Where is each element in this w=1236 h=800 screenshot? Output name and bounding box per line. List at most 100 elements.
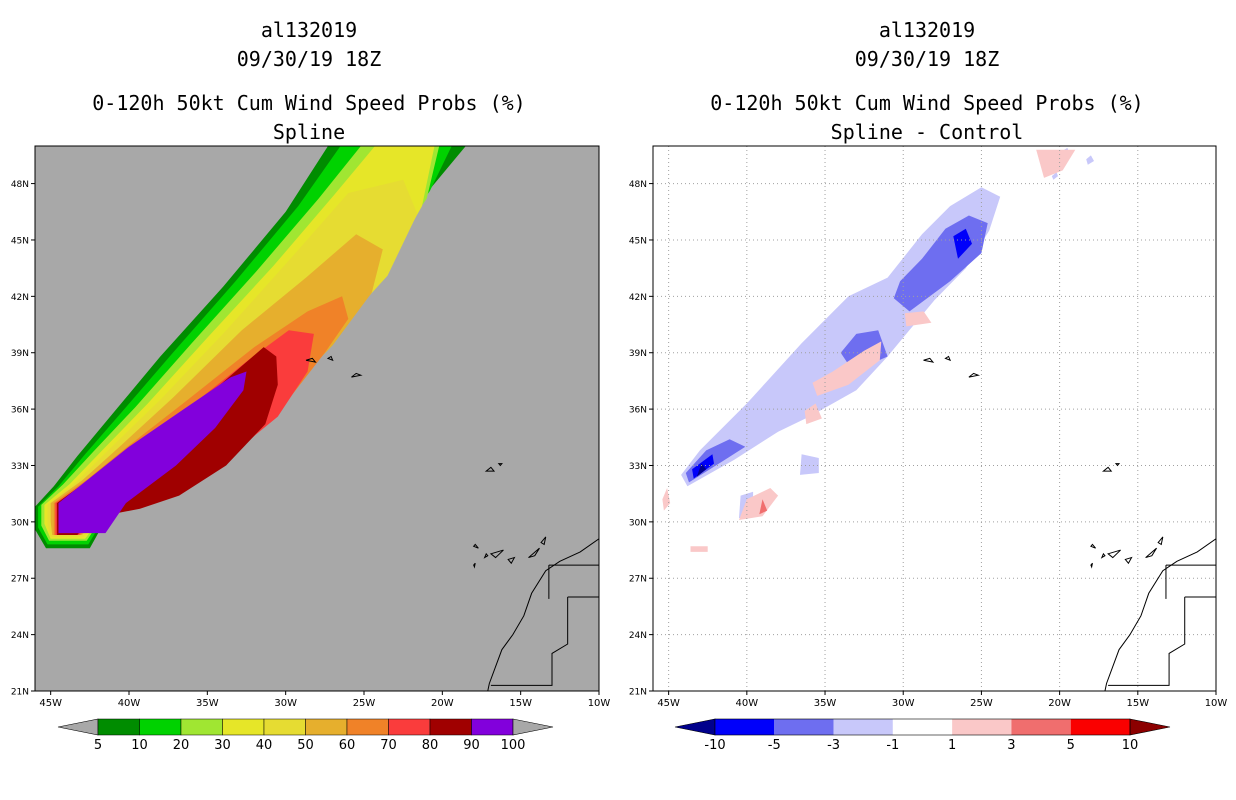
right-title: 0-120h 50kt Cum Wind Speed Probs (%) [710,91,1144,115]
left-xtick-label: 20W [431,698,454,709]
right-border-line [1108,597,1186,686]
right-contour-1-17 [690,546,708,552]
right-map-panel: 45W 40W 35W 30W 25W 20W 15W 10W 21N 24N 27N 30N 33N 3… [629,145,1227,753]
left-colorbar-label: 50 [297,738,314,753]
left-tick-marks [31,183,600,695]
left-map-panel: 45W 40W 35W 30W 25W 20W 15W 10W 21N 24N 27N 30N 33N 3… [11,145,611,753]
right-ytick-label: 42N [629,293,647,303]
right-colorbar-swatch [715,719,775,735]
left-colorbar-swatch [388,718,431,736]
left-ytick-label: 45N [11,236,29,246]
right-colorbar-outline [714,718,1131,736]
left-title: 0-120h 50kt Cum Wind Speed Probs (%) [92,91,526,115]
left-island [473,562,476,569]
left-island [528,547,540,559]
left-island [497,463,503,467]
left-colorbar-over-arrow [512,718,554,736]
right-ytick-label: 21N [629,688,647,698]
left-xtick-label: 40W [118,698,141,709]
right-island [1157,536,1164,546]
left-colorbar: 5 10 20 30 40 50 60 70 80 90 100 [57,718,554,753]
left-xtick-label: 25W [353,698,376,709]
left-island [326,355,334,362]
right-island [1145,547,1157,559]
left-colorbar-label: 10 [131,738,148,753]
right-contour-1-16 [662,488,671,511]
right-colorbar-label: -1 [886,738,899,753]
left-island [489,549,504,559]
right-ytick-label: 27N [629,575,647,585]
right-xtick-label: 40W [736,698,759,709]
right-colorbar-label: 5 [1067,738,1075,753]
left-island [507,556,516,565]
right-island [1114,463,1121,467]
right-contour-3-19 [759,499,768,515]
left-map-frame [34,145,600,692]
right-map-frame [652,145,1217,692]
right-contour-neg10-11 [696,463,707,477]
right-colorbar-label: -10 [704,738,725,753]
left-colorbar-swatch [222,718,265,736]
left-ytick-label: 21N [11,688,29,698]
left-island [540,536,547,546]
left-xtick-label: 10W [588,698,611,709]
left-africa-coast [487,538,599,691]
right-island [1107,549,1121,559]
left-colorbar-swatch [139,718,182,736]
right-xtick-label: 45W [657,698,680,709]
left-colorbar-label: 70 [380,738,397,753]
right-xtick-label: 35W [814,698,837,709]
right-colorbar-label: -3 [827,738,840,753]
right-island [923,357,935,363]
right-island [1100,552,1106,559]
left-colorbar-label: 30 [214,738,231,753]
right-colorbar-swatch [774,719,834,735]
left-island [351,372,363,378]
right-contour-1-12 [812,341,882,396]
left-storm-id: al132019 [260,18,358,42]
right-ytick-label: 30N [629,518,647,528]
left-ytick-label: 48N [11,180,29,190]
left-subtitle: Spline [272,120,346,144]
right-colorbar-label: -5 [768,738,781,753]
left-island [472,543,479,549]
right-island [968,372,981,378]
right-colorbar-over-arrow [1129,718,1171,736]
right-africa-coast [1104,538,1216,691]
right-colorbar-swatch [1070,719,1130,735]
right-contour-1-13 [739,488,779,520]
right-colorbar-label: 3 [1007,738,1015,753]
left-contour-layer [35,146,599,691]
left-ytick-label: 24N [11,631,29,641]
right-colorbar-swatch [833,719,893,735]
right-tick-marks [649,183,1217,695]
right-storm-id: al132019 [878,18,976,42]
right-xtick-label: 30W [892,698,915,709]
right-ytick-label: 33N [629,462,647,472]
left-colorbar-swatch [346,718,389,736]
right-datetime: 09/30/19 18Z [854,47,1000,71]
right-contour-1-18 [1036,149,1076,178]
right-contour-layer [653,146,1216,691]
right-colorbar: -10 -5 -3 -1 1 3 5 10 [674,718,1171,753]
right-ytick-label: 45N [629,236,647,246]
left-colorbar-swatch [305,718,348,736]
right-island [1090,562,1093,569]
right-subtitle: Spline - Control [830,120,1024,144]
right-contour-1-15 [904,311,932,327]
left-ytick-label: 30N [11,518,29,528]
right-gridlines [653,146,1216,691]
left-colorbar-label: 20 [173,738,190,753]
left-coastlines [305,355,599,691]
left-colorbar-swatch [471,718,514,736]
left-island [483,552,489,559]
left-ytick-label: 42N [11,293,29,303]
right-island [944,355,952,362]
right-ytick-label: 48N [629,180,647,190]
left-colorbar-swatch [180,718,223,736]
right-coastlines [923,355,1216,691]
left-datetime: 09/30/19 18Z [236,47,382,71]
left-xtick-label: 30W [274,698,297,709]
left-colorbar-label: 90 [463,738,480,753]
